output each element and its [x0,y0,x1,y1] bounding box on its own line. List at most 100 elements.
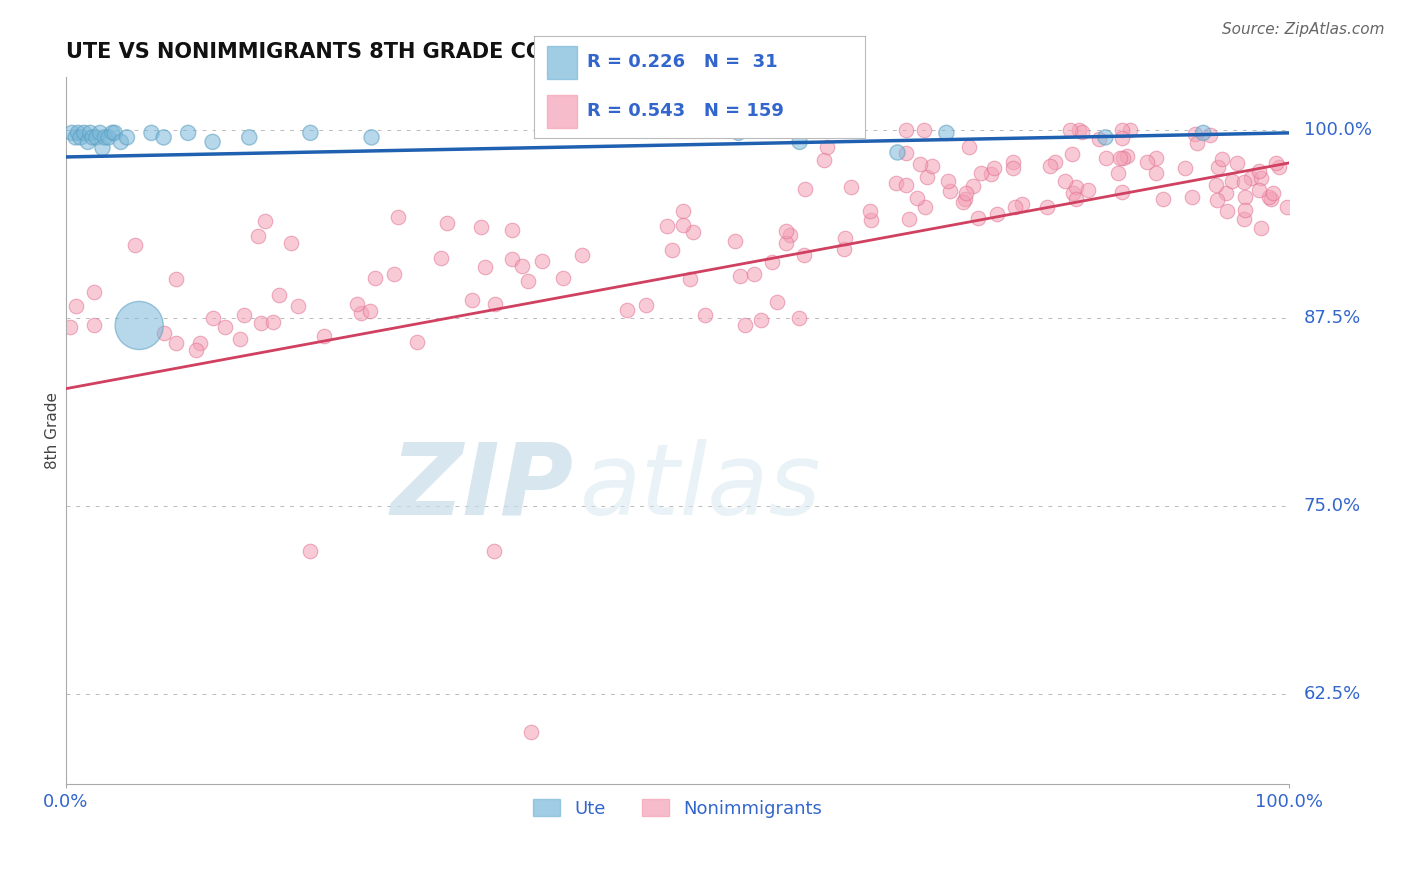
Point [1192,126,1215,140]
Point [859,204,882,219]
Point [779,228,801,243]
Point [734,318,756,333]
Point [671,218,693,232]
Point [470,219,492,234]
Point [94,130,117,145]
Point [967,211,990,226]
Point [1109,151,1132,165]
Text: 75.0%: 75.0% [1303,497,1361,515]
Point [299,544,322,558]
Point [761,255,783,269]
Point [1111,123,1133,137]
Point [364,270,387,285]
Point [936,174,959,188]
Point [1234,202,1257,217]
Point [616,303,638,318]
Point [921,159,943,173]
Point [832,242,855,256]
Text: 87.5%: 87.5% [1303,309,1361,327]
Point [360,130,382,145]
Point [1216,204,1239,219]
Point [1144,151,1167,165]
Point [655,219,678,234]
Point [886,145,908,160]
Point [299,126,322,140]
Point [1064,192,1087,206]
Point [793,182,815,196]
Point [1111,151,1133,165]
Point [501,223,523,237]
Point [124,238,146,252]
Point [405,334,427,349]
Point [983,161,1005,176]
Point [744,267,766,281]
Point [1002,155,1025,169]
Point [1001,161,1024,175]
Point [91,141,114,155]
Point [834,231,856,245]
Point [672,204,695,219]
Point [82,130,104,145]
Point [141,126,163,140]
Point [789,135,811,149]
Point [65,130,87,145]
Point [661,244,683,258]
Point [908,157,931,171]
Text: 100.0%: 100.0% [1303,121,1371,139]
Point [86,130,108,145]
Point [896,123,918,137]
Point [177,126,200,140]
Point [58,319,80,334]
Point [775,224,797,238]
Point [896,146,918,161]
Point [60,126,83,140]
Point [1220,174,1243,188]
Point [1181,190,1204,204]
Point [952,194,974,209]
Point [969,166,991,180]
Point [1250,221,1272,235]
Point [1185,136,1208,150]
Text: R = 0.226   N =  31: R = 0.226 N = 31 [588,53,778,70]
Point [73,126,96,140]
Point [1118,123,1140,137]
Point [1260,192,1282,206]
Point [65,299,87,313]
Point [1064,180,1087,194]
Point [793,248,815,262]
Point [1077,183,1099,197]
Point [1206,194,1229,208]
Point [246,228,269,243]
Point [912,123,935,137]
Point [1070,125,1092,139]
Point [110,135,132,149]
Point [517,273,540,287]
Point [83,285,105,299]
Point [474,260,496,274]
Point [249,316,271,330]
Point [232,309,254,323]
Point [962,178,984,193]
Point [915,170,938,185]
Bar [547,45,578,78]
Point [152,326,174,340]
Point [571,248,593,262]
Point [76,135,98,149]
Text: 62.5%: 62.5% [1303,685,1361,703]
Point [1226,156,1249,170]
Point [165,271,187,285]
Point [359,304,381,318]
Point [766,294,789,309]
Point [482,544,505,558]
Point [1268,160,1291,174]
Point [1261,186,1284,201]
Point [1277,200,1299,214]
Point [551,271,574,285]
Point [1215,186,1237,201]
Point [165,336,187,351]
Point [382,267,405,281]
Point [387,210,409,224]
Point [787,310,810,325]
Point [1247,183,1270,197]
Point [1205,178,1227,193]
